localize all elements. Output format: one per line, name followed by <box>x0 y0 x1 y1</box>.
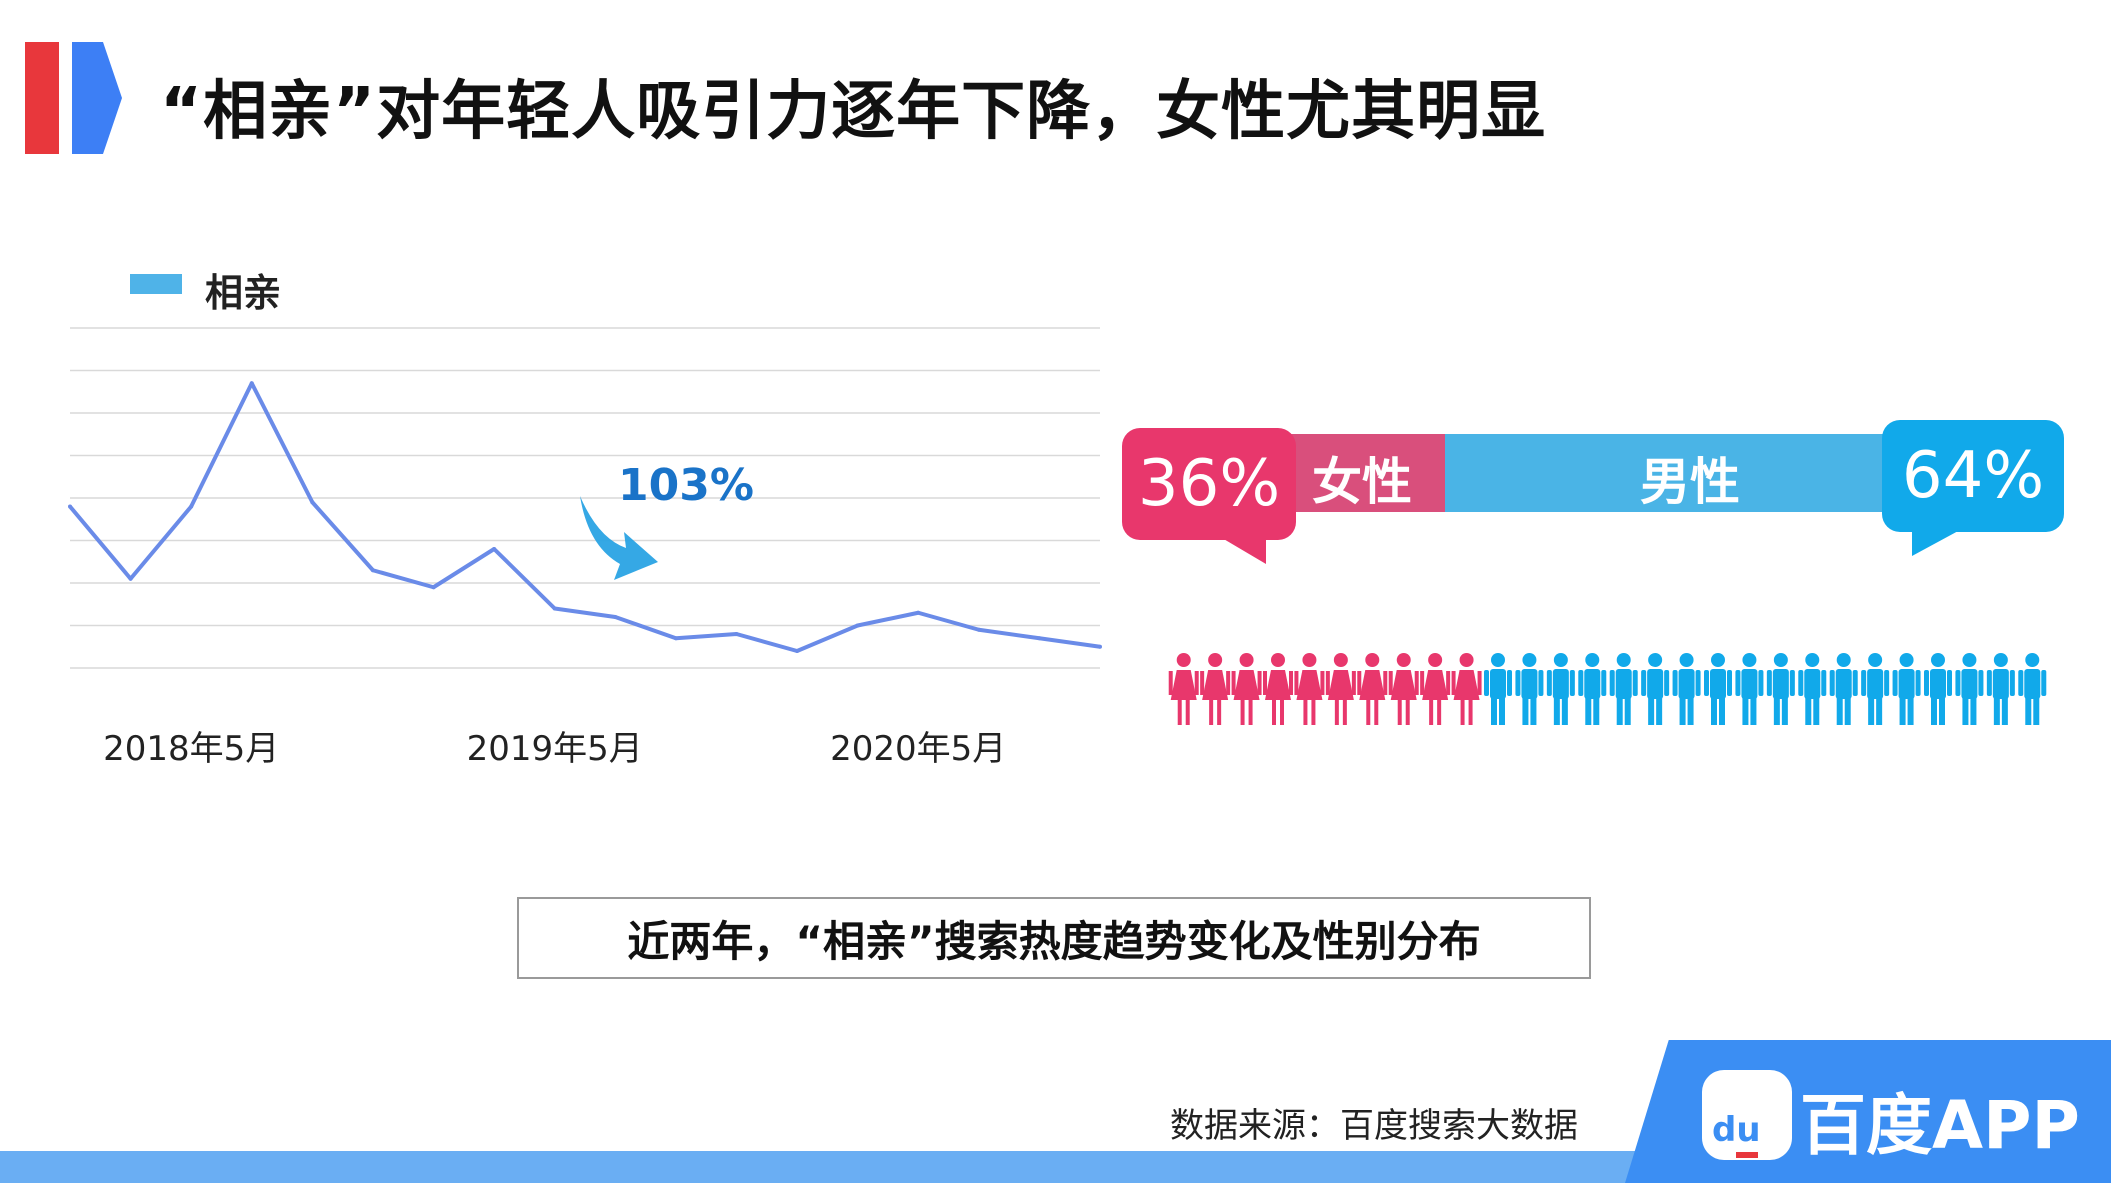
data-point <box>613 615 618 619</box>
female-person-icon <box>1200 653 1231 725</box>
annotation-arrow-icon <box>580 496 658 580</box>
male-person-icon <box>1546 653 1575 725</box>
male-person-icon <box>1924 653 1952 725</box>
data-point <box>492 547 497 551</box>
data-point <box>68 504 72 509</box>
female-person-icon <box>1294 653 1325 725</box>
header-accent-blue-arrow <box>72 42 122 154</box>
data-point <box>128 576 133 581</box>
baidu-paw-icon <box>1702 1070 1792 1160</box>
data-point <box>1037 636 1042 641</box>
male-person-icon <box>1861 653 1890 725</box>
female-person-icon <box>1168 653 1199 725</box>
footer-band <box>0 1151 1660 1183</box>
data-point <box>673 636 678 641</box>
male-person-icon <box>1798 653 1827 725</box>
male-person-icon <box>1484 653 1512 725</box>
chart-caption: 近两年，“相亲”搜索热度趋势变化及性别分布 <box>627 916 1481 966</box>
data-point <box>310 500 315 505</box>
male-person-icon <box>1515 653 1544 725</box>
chart-annotation: 103% <box>580 460 754 580</box>
header-accent-red <box>25 42 59 154</box>
data-point <box>855 623 860 628</box>
male-person-icon <box>1641 653 1670 725</box>
male-person-icon <box>2018 653 2047 725</box>
male-percent-text: 64% <box>1901 439 2045 513</box>
data-point <box>431 585 436 590</box>
female-person-icon <box>1420 653 1451 725</box>
male-person-icon <box>1766 653 1795 725</box>
male-label: 男性 <box>1640 453 1740 511</box>
data-point <box>916 610 921 615</box>
x-tick-label: 2020年5月 <box>830 729 1006 769</box>
male-person-icon <box>1986 653 2015 725</box>
chart-series <box>68 381 1102 653</box>
male-person-icon <box>1829 653 1858 725</box>
male-percent-bubble: 64% <box>1882 420 2064 532</box>
x-tick-label: 2018年5月 <box>103 729 279 769</box>
female-person-icon <box>1451 653 1482 725</box>
data-point <box>795 649 800 653</box>
male-person-icon <box>1892 653 1921 725</box>
data-point <box>552 606 557 611</box>
female-bubble-tail <box>1222 538 1266 564</box>
male-bubble-tail <box>1912 530 1960 556</box>
people-pictogram <box>1168 653 2047 725</box>
data-point <box>189 504 194 509</box>
data-point <box>370 568 375 573</box>
page-title: “相亲”对年轻人吸引力逐年下降，女性尤其明显 <box>160 75 1547 149</box>
series-line-xiangqin <box>68 381 1101 653</box>
female-person-icon <box>1231 653 1262 725</box>
data-point <box>734 632 739 636</box>
female-share-bar <box>1290 434 1445 512</box>
data-point <box>976 627 981 632</box>
male-person-icon <box>1609 653 1638 725</box>
female-person-icon <box>1388 653 1419 725</box>
annotation-text: 103% <box>618 460 754 511</box>
baidu-paw-accent <box>1736 1152 1758 1158</box>
female-person-icon <box>1357 653 1388 725</box>
line-chart: 2018年5月 2019年5月 2020年5月 103% <box>68 327 1102 769</box>
male-share-bar <box>1445 434 1885 512</box>
legend-label: 相亲 <box>205 271 282 315</box>
data-point <box>1098 644 1102 649</box>
male-person-icon <box>1672 653 1701 725</box>
brand-name: 百度APP <box>1800 1087 2080 1164</box>
chart-grid <box>70 327 1100 669</box>
female-person-icon <box>1325 653 1356 725</box>
female-label: 女性 <box>1312 453 1412 511</box>
female-person-icon <box>1263 653 1293 725</box>
chart-caption-box: 近两年，“相亲”搜索热度趋势变化及性别分布 <box>517 897 1591 979</box>
male-person-icon <box>1704 653 1732 725</box>
data-source: 数据来源：百度搜索大数据 <box>1170 1106 1578 1146</box>
male-person-icon <box>1578 653 1607 725</box>
male-person-icon <box>1955 653 1984 725</box>
x-tick-label: 2019年5月 <box>467 729 643 769</box>
male-person-icon <box>1735 653 1764 725</box>
female-percent-text: 36% <box>1137 447 1281 521</box>
chart-tick-labels: 2018年5月 2019年5月 2020年5月 <box>103 729 1006 769</box>
female-percent-bubble: 36% <box>1122 428 1296 540</box>
legend-swatch <box>130 274 182 294</box>
baidu-paw-mark: du <box>1712 1110 1761 1150</box>
data-point <box>249 381 254 386</box>
